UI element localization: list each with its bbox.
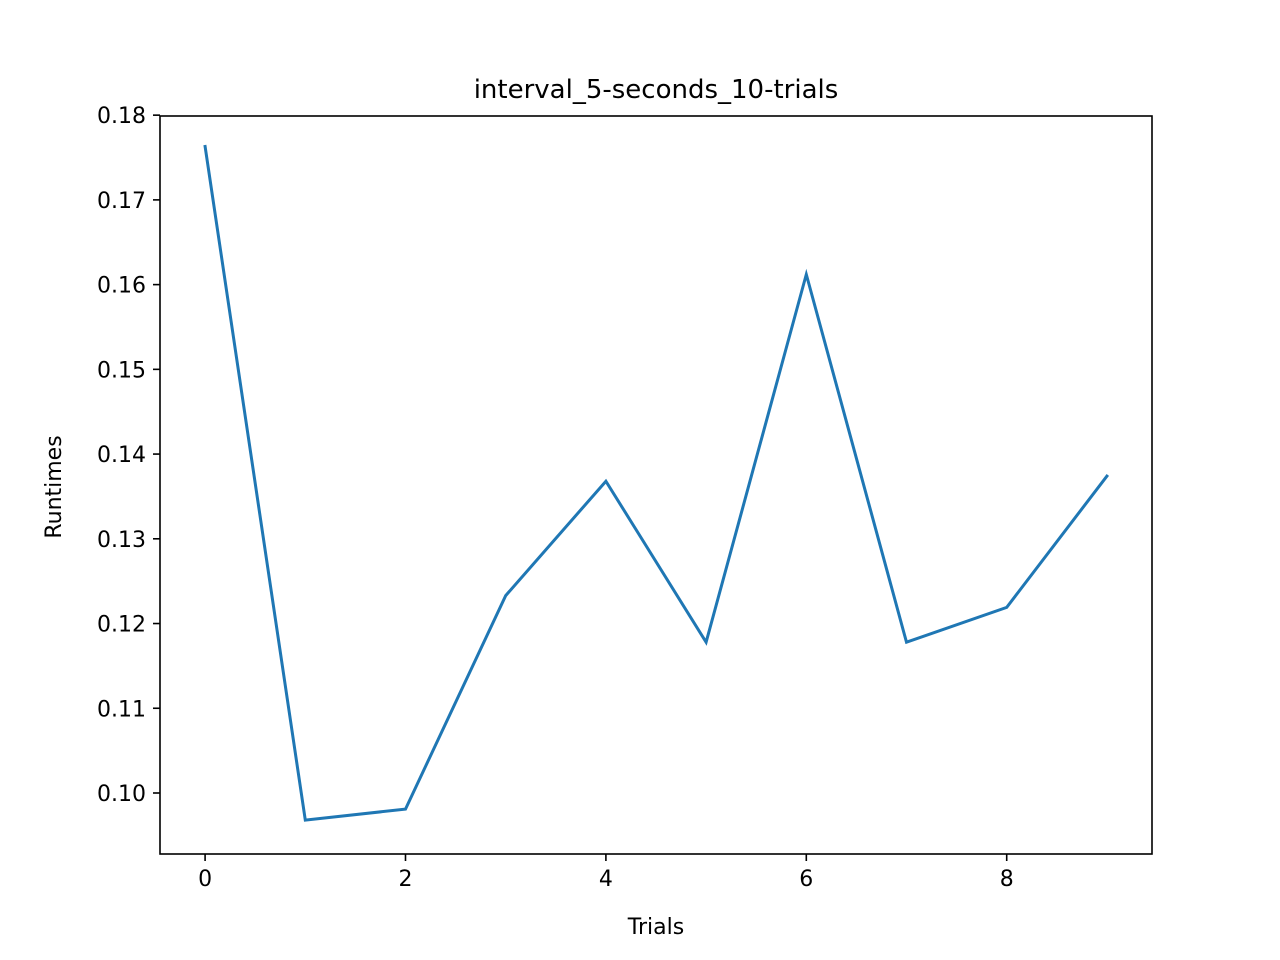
y-tick-label: 0.16 — [97, 274, 146, 299]
y-tick-label: 0.15 — [97, 358, 146, 383]
plot-frame — [159, 115, 1153, 855]
series-line-0 — [203, 144, 1110, 822]
y-axis-label: Runtimes — [42, 435, 67, 538]
x-tick-label: 4 — [599, 867, 613, 892]
chart-title: interval_5-seconds_10-trials — [474, 75, 839, 105]
y-tick-label: 0.18 — [97, 104, 146, 129]
y-tick-label: 0.13 — [97, 528, 146, 553]
x-tick-label: 0 — [198, 867, 212, 892]
series-layer — [203, 144, 1110, 822]
x-tick-label: 6 — [799, 867, 813, 892]
x-tick-label: 2 — [398, 867, 412, 892]
x-tick-label: 8 — [1000, 867, 1014, 892]
x-axis-label: Trials — [627, 915, 684, 940]
y-axis-ticks: 0.10 0.11 0.12 0.13 0.14 0.15 0.16 0.17 0.18 — [97, 104, 160, 807]
y-tick-label: 0.11 — [97, 697, 146, 722]
y-tick-label: 0.10 — [97, 782, 146, 807]
y-tick-label: 0.17 — [97, 189, 146, 214]
y-tick-label: 0.14 — [97, 443, 146, 468]
x-axis-ticks: 0 2 4 6 8 — [198, 854, 1014, 892]
y-tick-label: 0.12 — [97, 613, 146, 638]
